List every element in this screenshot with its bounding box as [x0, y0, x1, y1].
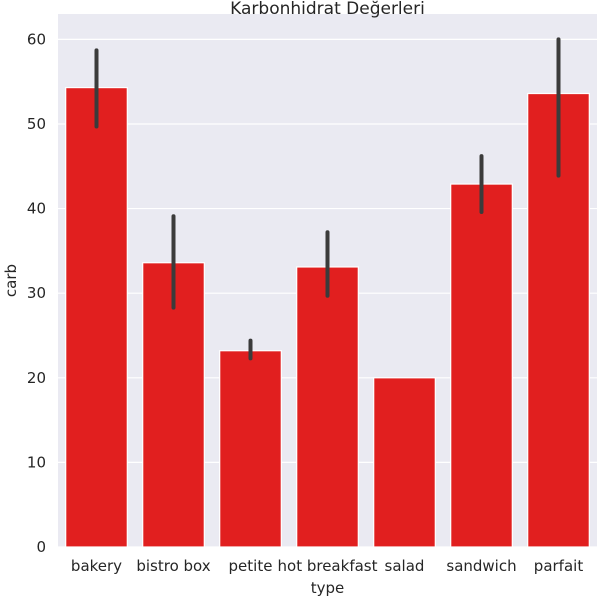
y-tick-label: 40 [27, 200, 46, 218]
bar [219, 350, 282, 548]
x-tick-label: hot breakfast [278, 557, 378, 575]
y-tick-label: 30 [27, 284, 46, 302]
x-tick-label: bistro box [136, 557, 210, 575]
y-axis-label: carb [2, 264, 20, 297]
bar [373, 377, 436, 548]
x-tick-label: sandwich [446, 557, 516, 575]
y-tick-labels: 0 10 20 30 40 50 60 [27, 30, 46, 556]
x-tick-label: parfait [534, 557, 584, 575]
error-bars [94, 37, 561, 361]
y-tick-label: 20 [27, 369, 46, 387]
y-tick-label: 60 [27, 30, 46, 48]
bar [296, 266, 359, 548]
x-tick-labels: bakery bistro box petite hot breakfast salad… [71, 557, 583, 575]
y-tick-label: 50 [27, 115, 46, 133]
bar [65, 87, 128, 548]
x-tick-label: petite [229, 557, 273, 575]
x-tick-label: bakery [71, 557, 122, 575]
y-tick-label: 0 [36, 538, 46, 556]
y-tick-label: 10 [27, 453, 46, 471]
chart-title: Karbonhidrat Değerleri [230, 0, 425, 19]
bars [65, 87, 590, 548]
bar [142, 262, 205, 548]
x-axis-label: type [311, 579, 345, 597]
bar [450, 183, 513, 548]
x-tick-label: salad [385, 557, 425, 575]
